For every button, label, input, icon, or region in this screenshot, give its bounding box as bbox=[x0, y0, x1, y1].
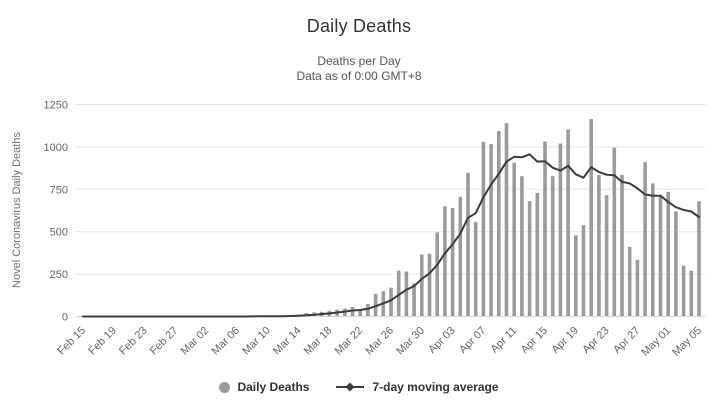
chart-subtitle: Deaths per Day Data as of 0:00 GMT+8 bbox=[0, 54, 718, 84]
bar-apr-24[interactable] bbox=[612, 147, 617, 317]
x-tick-label: Apr 11 bbox=[488, 325, 519, 356]
bar-apr-29[interactable] bbox=[651, 183, 655, 317]
x-tick-label: Apr 03 bbox=[426, 325, 457, 356]
y-axis-title: Novel Coronavirus Daily Deaths bbox=[11, 132, 23, 288]
bar-apr-18[interactable] bbox=[566, 129, 570, 317]
bar-may-02[interactable] bbox=[674, 211, 678, 317]
ma-line-legend-icon bbox=[336, 382, 365, 392]
bar-mar-26[interactable] bbox=[389, 287, 393, 317]
bar-may-03[interactable] bbox=[681, 265, 686, 317]
bar-apr-07[interactable] bbox=[481, 141, 486, 317]
bar-apr-16[interactable] bbox=[550, 176, 555, 317]
bar-apr-14[interactable] bbox=[535, 192, 540, 317]
bar-apr-25[interactable] bbox=[620, 174, 624, 317]
y-tick-label: 250 bbox=[50, 269, 68, 281]
x-tick-label: May 05 bbox=[670, 325, 704, 359]
bar-apr-06[interactable] bbox=[473, 222, 478, 317]
chart-title: Daily Deaths bbox=[306, 16, 412, 36]
x-tick-label: Apr 19 bbox=[550, 325, 581, 356]
y-tick-label: 750 bbox=[50, 184, 68, 196]
bar-mar-22[interactable] bbox=[358, 309, 362, 317]
x-tick-label: Mar 26 bbox=[363, 325, 396, 358]
bar-apr-28[interactable] bbox=[643, 162, 647, 317]
bar-apr-19[interactable] bbox=[574, 235, 578, 317]
bar-apr-23[interactable] bbox=[604, 195, 609, 317]
x-tick-label: Mar 14 bbox=[271, 325, 304, 358]
bar-apr-13[interactable] bbox=[527, 201, 532, 317]
bar-mar-23[interactable] bbox=[366, 303, 370, 317]
y-tick-label: 0 bbox=[62, 312, 68, 324]
x-tick-label: Mar 10 bbox=[240, 325, 273, 358]
bar-apr-11[interactable] bbox=[512, 162, 516, 317]
daily-deaths-legend-icon bbox=[219, 381, 231, 393]
bar-apr-26[interactable] bbox=[627, 247, 632, 317]
bar-mar-31[interactable] bbox=[427, 253, 432, 317]
x-tick-label: Apr 07 bbox=[457, 325, 488, 356]
y-tick-label: 1250 bbox=[44, 100, 68, 112]
x-tick-label: Feb 19 bbox=[86, 325, 119, 358]
legend-item-daily-deaths[interactable]: Daily Deaths bbox=[219, 380, 309, 394]
bar-apr-09[interactable] bbox=[497, 131, 501, 317]
x-tick-label: Mar 18 bbox=[302, 325, 335, 358]
bar-mar-21[interactable] bbox=[350, 307, 355, 317]
y-tick-label: 500 bbox=[50, 227, 68, 239]
x-tick-label: Apr 15 bbox=[519, 325, 550, 356]
bar-may-01[interactable] bbox=[666, 191, 670, 317]
bar-apr-05[interactable] bbox=[466, 172, 470, 317]
x-tick-label: Apr 27 bbox=[611, 325, 642, 356]
bar-apr-08[interactable] bbox=[489, 144, 493, 317]
bar-may-04[interactable] bbox=[689, 270, 694, 317]
bar-mar-29[interactable] bbox=[412, 283, 416, 317]
bar-apr-04[interactable] bbox=[458, 196, 463, 317]
bar-apr-03[interactable] bbox=[450, 208, 455, 317]
bar-mar-27[interactable] bbox=[396, 270, 401, 317]
bar-apr-20[interactable] bbox=[581, 225, 586, 317]
x-tick-label: Feb 15 bbox=[55, 325, 88, 358]
x-tick-label: Mar 22 bbox=[333, 325, 366, 358]
x-tick-label: Apr 23 bbox=[580, 325, 611, 356]
bar-apr-30[interactable] bbox=[658, 195, 663, 317]
bar-apr-12[interactable] bbox=[520, 176, 524, 317]
x-tick-label: Mar 02 bbox=[179, 325, 212, 358]
bar-may-05[interactable] bbox=[697, 201, 701, 317]
x-tick-label: Mar 06 bbox=[209, 325, 242, 358]
subtitle-line-2: Data as of 0:00 GMT+8 bbox=[296, 69, 422, 83]
bar-apr-17[interactable] bbox=[558, 143, 563, 317]
bar-apr-15[interactable] bbox=[543, 141, 547, 317]
bar-apr-02[interactable] bbox=[443, 206, 447, 317]
bar-apr-27[interactable] bbox=[635, 259, 640, 317]
legend-item-moving-average[interactable]: 7-day moving average bbox=[335, 380, 499, 394]
subtitle-line-1: Deaths per Day bbox=[317, 54, 401, 68]
bar-apr-22[interactable] bbox=[597, 174, 601, 317]
x-tick-label: Feb 23 bbox=[117, 325, 150, 358]
bar-mar-28[interactable] bbox=[404, 271, 409, 317]
legend-label-daily-deaths: Daily Deaths bbox=[237, 380, 310, 394]
bar-apr-21[interactable] bbox=[589, 119, 593, 317]
legend: Daily Deaths 7-day moving average bbox=[0, 380, 718, 394]
x-tick-label: May 01 bbox=[639, 325, 673, 359]
y-tick-label: 1000 bbox=[44, 142, 68, 154]
bar-apr-10[interactable] bbox=[504, 123, 509, 317]
bar-apr-01[interactable] bbox=[435, 232, 439, 317]
moving-average-line bbox=[82, 153, 700, 318]
x-tick-label: Mar 30 bbox=[394, 325, 427, 358]
x-tick-label: Feb 27 bbox=[148, 325, 181, 358]
bar-mar-30[interactable] bbox=[420, 254, 424, 317]
legend-label-moving-average: 7-day moving average bbox=[372, 380, 499, 394]
